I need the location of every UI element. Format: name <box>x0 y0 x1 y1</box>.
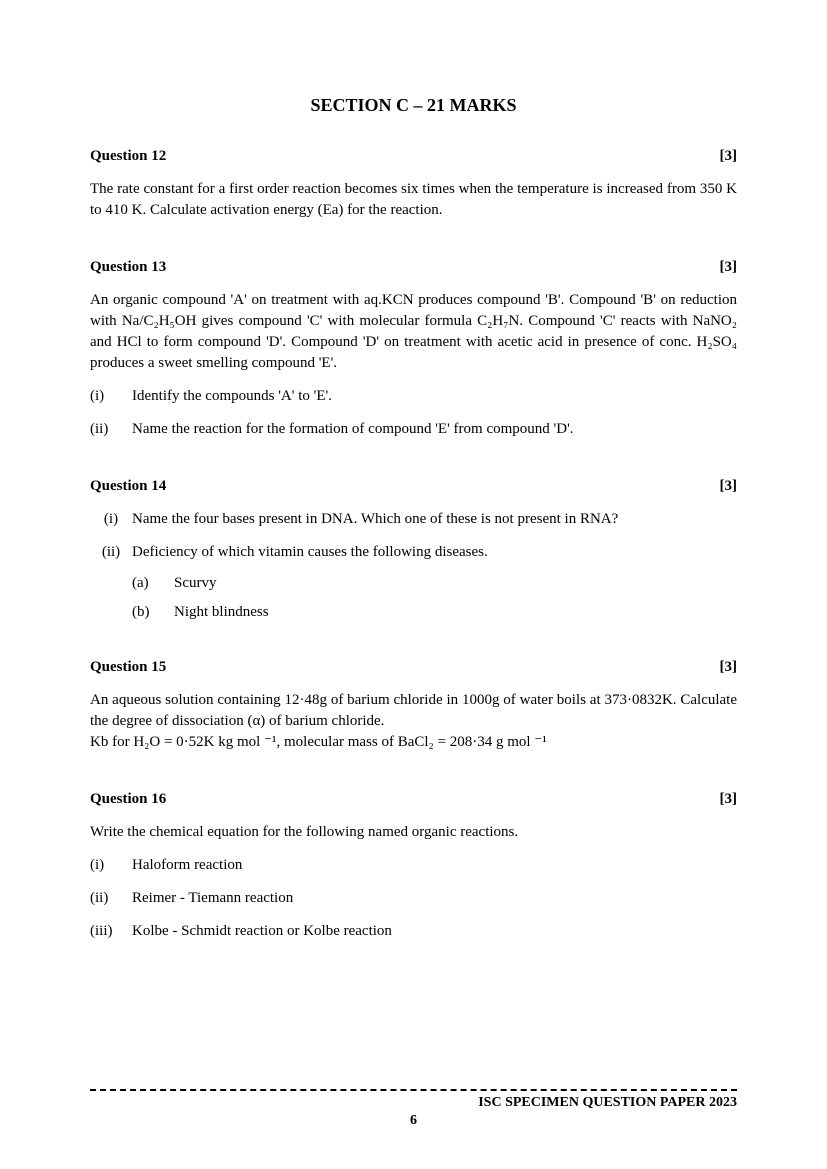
question-label: Question 14 <box>90 478 166 495</box>
question-header: Question 16 [3] <box>90 791 737 808</box>
question-marks: [3] <box>720 478 738 495</box>
question-header: Question 13 [3] <box>90 259 737 276</box>
sub-item-number: (i) <box>90 509 132 530</box>
question-header: Question 15 [3] <box>90 659 737 676</box>
question-14: Question 14 [3] (i) Name the four bases … <box>90 478 737 621</box>
sub-item-text: Name the four bases present in DNA. Whic… <box>132 509 737 530</box>
sub-item-text: Reimer - Tiemann reaction <box>132 888 737 909</box>
sub-item-number: (ii) <box>90 419 132 440</box>
sub-item-number: (i) <box>90 386 132 407</box>
question-body: The rate constant for a first order reac… <box>90 179 737 221</box>
question-header: Question 14 [3] <box>90 478 737 495</box>
question-body: Write the chemical equation for the foll… <box>90 822 737 843</box>
sub-sub-item-b: (b) Night blindness <box>132 604 737 621</box>
question-body-line2: Kb for H₂O = 0·52K kg mol ⁻¹, molecular … <box>90 732 737 753</box>
question-label: Question 13 <box>90 259 166 276</box>
question-body: An organic compound 'A' on treatment wit… <box>90 290 737 374</box>
footer-divider <box>90 1089 737 1091</box>
question-label: Question 15 <box>90 659 166 676</box>
sub-item-number: (iii) <box>90 921 132 942</box>
footer-text: ISC SPECIMEN QUESTION PAPER 2023 <box>90 1095 737 1111</box>
question-label: Question 12 <box>90 148 166 165</box>
sub-sub-item-text: Night blindness <box>174 604 269 621</box>
sub-item-ii: (ii) Deficiency of which vitamin causes … <box>90 542 737 563</box>
section-title: SECTION C – 21 MARKS <box>90 95 737 116</box>
sub-item-ii: (ii) Reimer - Tiemann reaction <box>90 888 737 909</box>
sub-item-text: Haloform reaction <box>132 855 737 876</box>
sub-item-number: (ii) <box>90 888 132 909</box>
question-marks: [3] <box>720 148 738 165</box>
sub-item-iii: (iii) Kolbe - Schmidt reaction or Kolbe … <box>90 921 737 942</box>
question-header: Question 12 [3] <box>90 148 737 165</box>
sub-item-i: (i) Identify the compounds 'A' to 'E'. <box>90 386 737 407</box>
question-15: Question 15 [3] An aqueous solution cont… <box>90 659 737 753</box>
sub-sub-item-number: (a) <box>132 575 174 592</box>
sub-sub-item-number: (b) <box>132 604 174 621</box>
page-footer: ISC SPECIMEN QUESTION PAPER 2023 6 <box>90 1089 737 1129</box>
sub-sub-item-text: Scurvy <box>174 575 217 592</box>
question-body-line1: An aqueous solution containing 12·48g of… <box>90 690 737 732</box>
question-marks: [3] <box>720 659 738 676</box>
sub-item-number: (i) <box>90 855 132 876</box>
sub-sub-item-a: (a) Scurvy <box>132 575 737 592</box>
sub-item-i: (i) Haloform reaction <box>90 855 737 876</box>
sub-item-text: Identify the compounds 'A' to 'E'. <box>132 386 737 407</box>
sub-item-text: Name the reaction for the formation of c… <box>132 419 737 440</box>
page-number: 6 <box>90 1113 737 1129</box>
sub-item-number: (ii) <box>90 542 132 563</box>
question-label: Question 16 <box>90 791 166 808</box>
question-16: Question 16 [3] Write the chemical equat… <box>90 791 737 942</box>
sub-item-text: Deficiency of which vitamin causes the f… <box>132 542 737 563</box>
question-12: Question 12 [3] The rate constant for a … <box>90 148 737 221</box>
question-marks: [3] <box>720 259 738 276</box>
sub-item-text: Kolbe - Schmidt reaction or Kolbe reacti… <box>132 921 737 942</box>
question-13: Question 13 [3] An organic compound 'A' … <box>90 259 737 440</box>
sub-item-ii: (ii) Name the reaction for the formation… <box>90 419 737 440</box>
question-marks: [3] <box>720 791 738 808</box>
sub-item-i: (i) Name the four bases present in DNA. … <box>90 509 737 530</box>
